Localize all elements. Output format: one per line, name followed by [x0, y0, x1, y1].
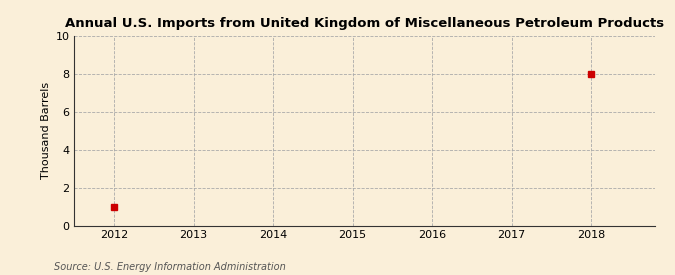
Y-axis label: Thousand Barrels: Thousand Barrels	[41, 82, 51, 179]
Title: Annual U.S. Imports from United Kingdom of Miscellaneous Petroleum Products: Annual U.S. Imports from United Kingdom …	[65, 17, 664, 31]
Text: Source: U.S. Energy Information Administration: Source: U.S. Energy Information Administ…	[54, 262, 286, 272]
